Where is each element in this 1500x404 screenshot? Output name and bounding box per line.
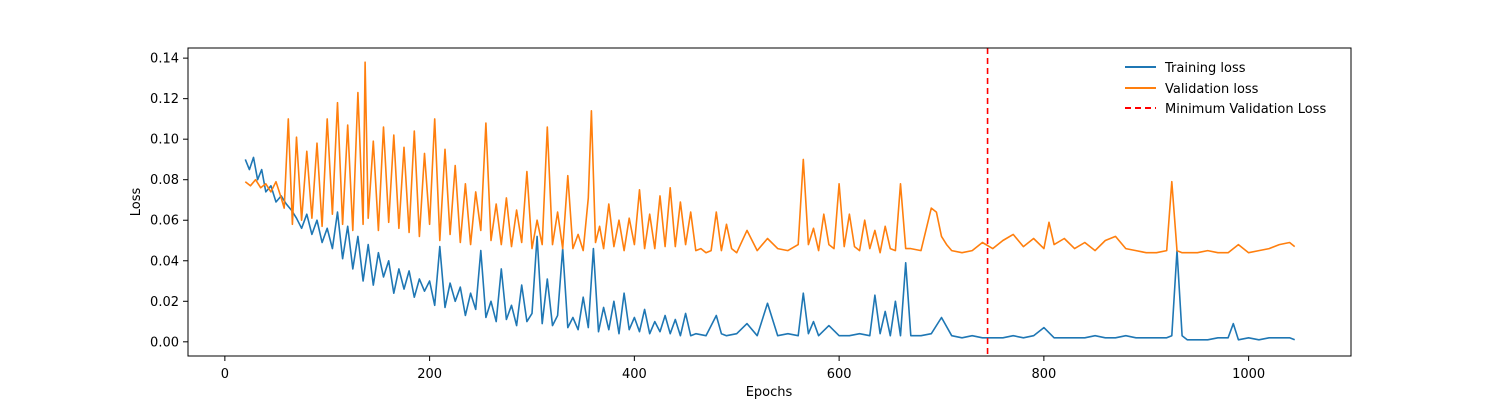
legend-label-min-validation: Minimum Validation Loss: [1165, 102, 1326, 117]
x-tick-label: 0: [221, 367, 229, 382]
x-tick-label: 600: [827, 367, 852, 382]
x-tick-label: 1000: [1232, 367, 1265, 382]
y-axis-ticks: 0.00 0.02 0.04 0.06 0.08 0.10 0.12 0.14: [150, 52, 188, 350]
y-tick-label: 0.02: [150, 295, 179, 310]
series-layer: [244, 61, 1296, 341]
x-axis-label: Epochs: [746, 385, 793, 400]
x-tick-label: 200: [417, 367, 442, 382]
validation-loss-line: [244, 61, 1296, 254]
y-tick-label: 0.12: [150, 92, 179, 107]
y-tick-label: 0.06: [150, 214, 179, 229]
y-tick-label: 0.04: [150, 254, 179, 269]
plot-frame: [187, 47, 1352, 357]
y-tick-label: 0.10: [150, 133, 179, 148]
y-tick-label: 0.00: [150, 335, 179, 350]
x-tick-label: 400: [622, 367, 647, 382]
legend-label-validation: Validation loss: [1165, 82, 1259, 97]
x-axis-ticks: 0 200 400 600 800 1000: [221, 356, 1265, 382]
legend-label-training: Training loss: [1164, 61, 1246, 76]
training-loss-line: [244, 156, 1295, 341]
y-tick-label: 0.14: [150, 52, 179, 67]
y-tick-label: 0.08: [150, 173, 179, 188]
legend: Training loss Validation loss Minimum Va…: [1125, 61, 1326, 117]
y-axis-label: Loss: [129, 188, 144, 217]
x-tick-label: 800: [1031, 367, 1056, 382]
